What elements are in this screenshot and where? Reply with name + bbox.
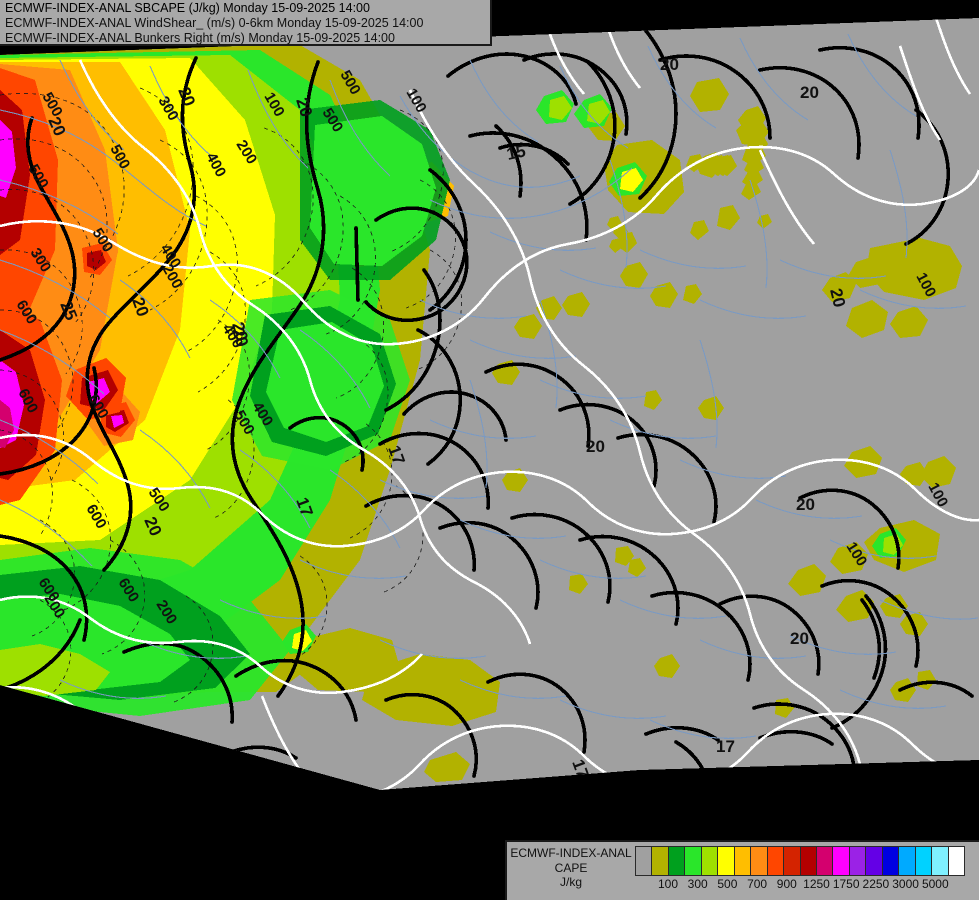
rivers-layer <box>0 33 979 739</box>
colorbar-swatch-19 <box>948 847 965 875</box>
colorbar-swatch-2 <box>668 847 686 875</box>
colorbar-swatch-6 <box>734 847 752 875</box>
legend-caption: ECMWF-INDEX-ANAL CAPE J/kg <box>507 842 635 890</box>
colorbar-tick-300: 300 <box>687 877 708 891</box>
header-info-panel: ECMWF-INDEX-ANAL SBCAPE (J/kg) Monday 15… <box>0 0 492 46</box>
colorbar-swatch-3 <box>685 847 702 875</box>
legend-model-title: ECMWF-INDEX-ANAL <box>510 846 632 860</box>
colorbar-swatch-5 <box>718 847 735 875</box>
colorbar-tick-900: 900 <box>776 877 797 891</box>
colorbar-swatch-17 <box>915 847 933 875</box>
svg-text:20: 20 <box>660 55 679 74</box>
colorbar-swatch-0 <box>636 847 653 875</box>
svg-text:20: 20 <box>228 320 251 343</box>
colorbar-swatch-12 <box>833 847 850 875</box>
colorbar-swatch-9 <box>784 847 801 875</box>
svg-text:20: 20 <box>796 495 815 514</box>
legend-variable: CAPE <box>554 860 588 875</box>
svg-text:20: 20 <box>586 437 605 456</box>
header-line-cape: ECMWF-INDEX-ANAL SBCAPE (J/kg) Monday 15… <box>5 1 370 15</box>
svg-text:15: 15 <box>505 141 527 164</box>
colorbar-swatch-11 <box>816 847 834 875</box>
header-line-bunkers: ECMWF-INDEX-ANAL Bunkers Right (m/s) Mon… <box>5 31 395 45</box>
colorbar-tick-5000: 5000 <box>921 877 949 891</box>
legend-scale: 100 300 500 700 900 1250 1750 2250 3000 5000 <box>635 842 979 894</box>
colorbar-tick-3000: 3000 <box>892 877 919 891</box>
colorbar-tick-100: 100 <box>657 877 679 891</box>
colorbar-tick-1750: 1750 <box>832 877 860 891</box>
colorbar-tick-1250: 1250 <box>803 877 830 891</box>
svg-text:20: 20 <box>228 325 252 349</box>
colorbar-swatch-8 <box>767 847 785 875</box>
header-line-windshear: ECMWF-INDEX-ANAL WindShear_ (m/s) 0-6km … <box>5 16 424 30</box>
svg-text:17: 17 <box>716 737 735 756</box>
legend-panel: ECMWF-INDEX-ANAL CAPE J/kg 100 300 500 700 9… <box>505 840 979 900</box>
colorbar-tick-2250: 2250 <box>862 877 890 891</box>
colorbar-swatch-18 <box>932 847 949 875</box>
colorbar-swatch-13 <box>849 847 867 875</box>
colorbar-tick-700: 700 <box>747 877 768 891</box>
colorbar-tick-labels: 100 300 500 700 900 1250 1750 2250 3000 5000 <box>635 876 965 894</box>
colorbar-swatch-4 <box>701 847 719 875</box>
colorbar-swatch-7 <box>751 847 768 875</box>
svg-text:20: 20 <box>800 83 819 102</box>
colorbar-swatch-1 <box>652 847 669 875</box>
colorbar-swatch-16 <box>899 847 916 875</box>
colorbar-swatch-10 <box>800 847 817 875</box>
colorbar-swatch-14 <box>866 847 883 875</box>
legend-units: J/kg <box>559 875 582 889</box>
colorbar <box>635 846 965 876</box>
colorbar-swatch-15 <box>882 847 900 875</box>
svg-text:20: 20 <box>790 629 809 648</box>
svg-text:20: 20 <box>292 95 316 119</box>
svg-text:20: 20 <box>826 286 849 309</box>
colorbar-tick-500: 500 <box>717 877 738 891</box>
